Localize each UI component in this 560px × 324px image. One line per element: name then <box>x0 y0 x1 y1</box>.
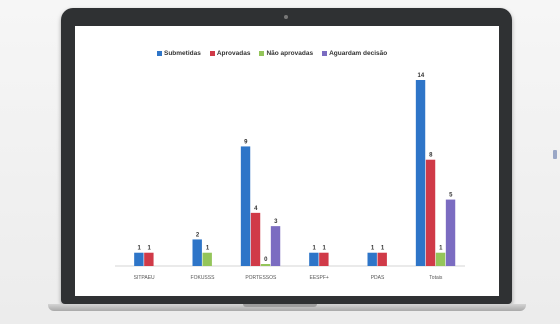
legend-swatch <box>209 51 215 56</box>
data-label: 1 <box>439 246 443 252</box>
chart-legend: Submetidas Aprovadas Não aprovadas Aguardam… <box>157 50 457 57</box>
legend-item: Não aprovadas <box>259 50 313 57</box>
bar-n-o-aprovadas <box>435 252 446 266</box>
bar-submetidas <box>240 146 251 266</box>
category-label: Totais <box>429 275 443 281</box>
category-label: EESPF+ <box>310 275 329 281</box>
data-label: 0 <box>264 257 268 263</box>
legend-swatch <box>259 51 265 56</box>
bar-submetidas <box>415 80 426 266</box>
data-label: 1 <box>371 246 375 252</box>
data-label: 1 <box>137 246 141 252</box>
data-label: 2 <box>196 232 200 238</box>
laptop-base-notch <box>243 304 317 307</box>
edge-object <box>553 150 557 159</box>
bar-aguardam-decis-o <box>270 226 281 266</box>
data-label: 14 <box>417 73 424 79</box>
legend-item: Aguardam decisão <box>322 50 387 57</box>
data-label: 1 <box>381 246 385 252</box>
laptop-base <box>48 304 526 311</box>
data-label: 1 <box>312 246 316 252</box>
category-label: SITPAEU <box>134 275 155 281</box>
bar-aprovadas <box>319 252 329 266</box>
category-label: FOKUSSS <box>191 275 216 281</box>
bar-submetidas <box>309 252 319 266</box>
legend-label: Aguardam decisão <box>329 50 388 57</box>
category-label: PORTESSOS <box>245 275 277 281</box>
camera-icon <box>284 15 288 19</box>
data-label: 1 <box>206 246 210 252</box>
data-label: 4 <box>254 206 258 212</box>
bar-aprovadas <box>144 252 154 266</box>
data-label: 1 <box>322 246 326 252</box>
bar-submetidas <box>367 252 377 266</box>
legend-label: Não aprovadas <box>266 50 314 57</box>
data-label: 5 <box>449 193 453 199</box>
data-label: 9 <box>244 139 248 145</box>
bar-aprovadas <box>377 252 387 266</box>
bar-aguardam-decis-o <box>445 199 456 266</box>
data-label: 1 <box>147 246 151 252</box>
legend-label: Aprovadas <box>216 50 251 57</box>
legend-label: Submetidas <box>164 50 201 57</box>
legend-swatch <box>322 51 328 56</box>
bar-aprovadas <box>250 212 261 266</box>
legend-item: Aprovadas <box>209 50 251 57</box>
category-label: PDAS <box>371 275 385 281</box>
laptop-bezel: 1 1 SITPAEU 2 1 FOKUSSS 9 4 0 3 PORTESSOS 1 1 EESPF+ 1… <box>61 8 512 304</box>
data-label: 8 <box>429 153 433 159</box>
legend-swatch <box>157 51 162 56</box>
bar-n-o-aprovadas <box>260 264 271 266</box>
data-label: 3 <box>274 219 278 225</box>
bar-submetidas <box>134 252 144 266</box>
legend-item: Submetidas <box>157 50 201 57</box>
bar-aprovadas <box>425 159 436 266</box>
bar-submetidas <box>192 239 202 266</box>
laptop-screen: 1 1 SITPAEU 2 1 FOKUSSS 9 4 0 3 PORTESSOS 1 1 EESPF+ 1… <box>75 26 499 296</box>
bar-n-o-aprovadas <box>202 252 212 266</box>
